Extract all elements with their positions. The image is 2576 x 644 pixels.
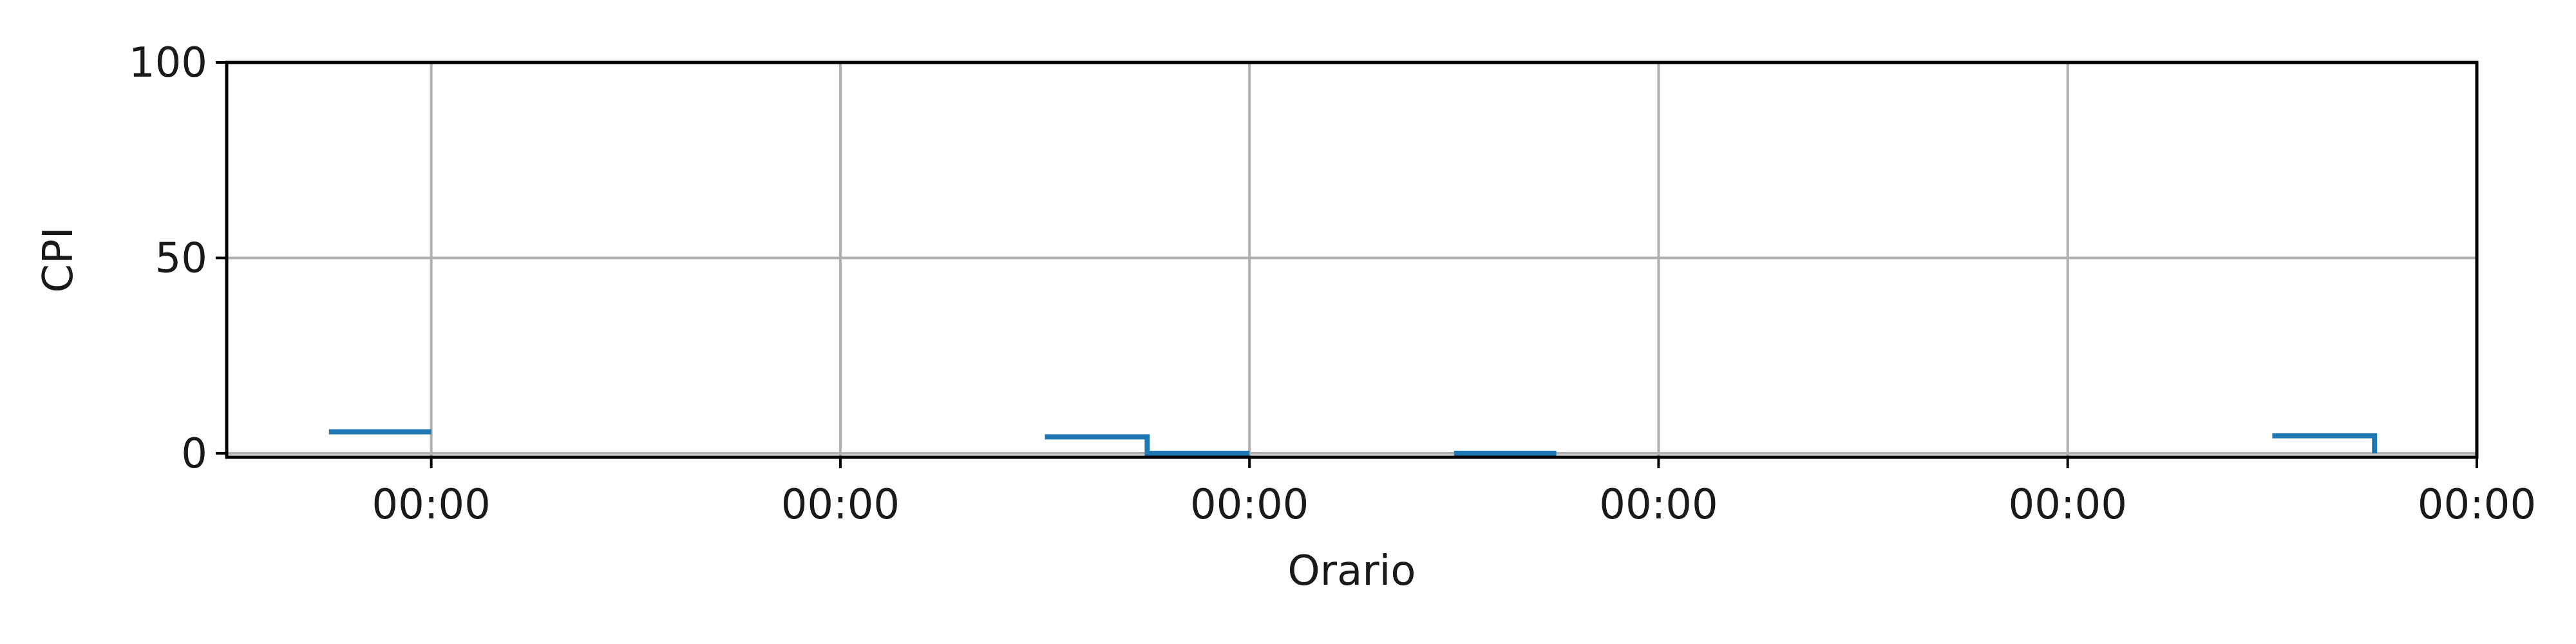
y-tick-label: 100 bbox=[129, 39, 207, 87]
x-tick-label: 00:00 bbox=[781, 481, 900, 529]
x-tick-label: 00:00 bbox=[2009, 481, 2127, 529]
x-tick-label: 00:00 bbox=[1190, 481, 1309, 529]
series-layer bbox=[328, 429, 2378, 456]
x-tick-label: 00:00 bbox=[1599, 481, 1718, 529]
x-axis-label: Orario bbox=[1287, 547, 1416, 595]
series-line-segment bbox=[1045, 434, 1250, 456]
x-tick-label: 00:00 bbox=[2418, 481, 2536, 529]
y-tick-label: 0 bbox=[181, 430, 207, 478]
series-line-segment bbox=[2272, 433, 2378, 453]
y-axis-label: CPI bbox=[35, 227, 82, 292]
y-tick-label: 50 bbox=[155, 234, 207, 282]
plot-frame bbox=[225, 61, 2479, 459]
axis-ticks: 00:00 00:00 00:00 00:00 00:00 00:00 0 50 100 bbox=[129, 39, 2536, 529]
x-tick-label: 00:00 bbox=[372, 481, 490, 529]
grid-lines bbox=[227, 61, 2478, 457]
